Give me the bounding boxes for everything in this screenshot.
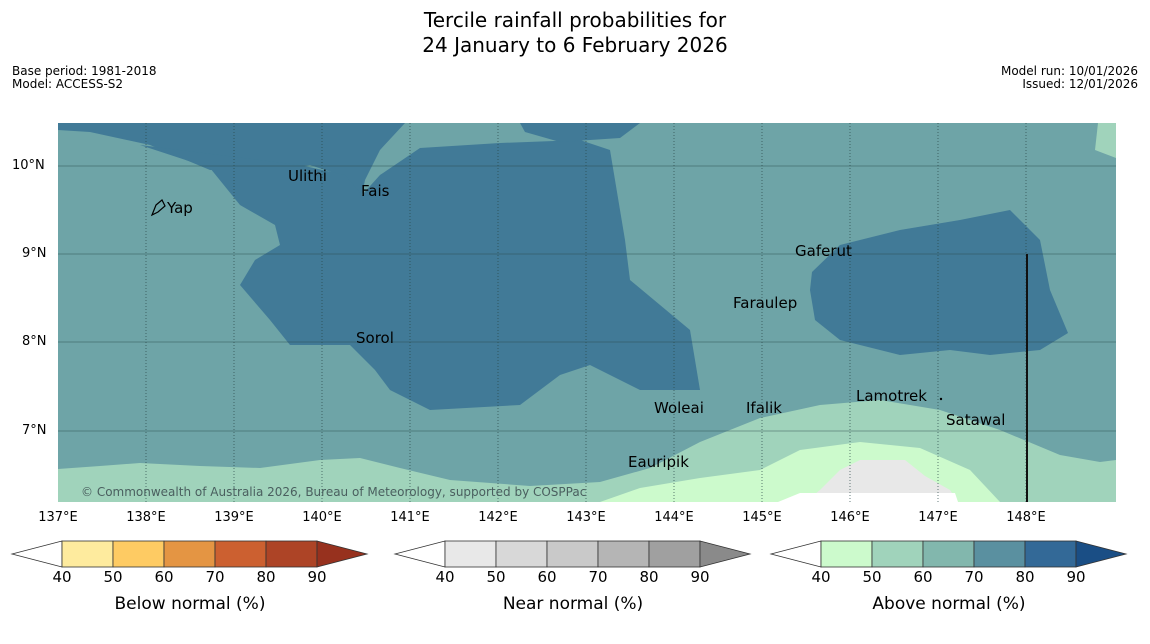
lat-label-10: 10°N	[12, 158, 45, 173]
title-line-2: 24 January to 6 February 2026	[422, 33, 728, 57]
legend-below-normal-title: Below normal (%)	[114, 594, 266, 614]
zone-above-50-ne	[1095, 123, 1116, 158]
legend-above-swatch-0	[769, 540, 822, 568]
lon-label-144: 144°E	[654, 510, 694, 525]
legend-above-swatch-2	[871, 540, 924, 568]
legend-near-tick-90: 90	[690, 568, 710, 586]
meta-left: Base period: 1981-2018 Model: ACCESS-S2	[12, 65, 157, 91]
lon-label-143: 143°E	[566, 510, 606, 525]
legend-above-tick-90: 90	[1066, 568, 1086, 586]
zone-near-normal	[805, 460, 958, 502]
place-ifalik: Ifalik	[746, 399, 782, 417]
legend-near-swatch-3	[546, 540, 599, 568]
legend-below-tick-70: 70	[205, 568, 225, 586]
legend-above-swatch-6	[1075, 540, 1128, 568]
lon-label-146: 146°E	[830, 510, 870, 525]
model-run: Model run: 10/01/2026	[1000, 64, 1138, 78]
copyright-text: © Commonwealth of Australia 2026, Bureau…	[81, 485, 586, 499]
legend-near-tick-70: 70	[588, 568, 608, 586]
legend-above-tick-50: 50	[862, 568, 882, 586]
legend-below-swatch-4	[214, 540, 267, 568]
legend-above-tick-80: 80	[1015, 568, 1035, 586]
legend-above-swatch-5	[1024, 540, 1077, 568]
title-line-1: Tercile rainfall probabilities for	[423, 8, 727, 32]
legend-near-tick-80: 80	[639, 568, 659, 586]
legend-below-swatch-2	[112, 540, 165, 568]
legend-below-tick-40: 40	[52, 568, 72, 586]
legend-below-tick-50: 50	[103, 568, 123, 586]
lon-label-147: 147°E	[918, 510, 958, 525]
place-lamotrek: Lamotrek	[856, 387, 927, 405]
lon-label-141: 141°E	[390, 510, 430, 525]
place-ulithi: Ulithi	[288, 167, 327, 185]
legend-above-tick-40: 40	[811, 568, 831, 586]
legend-below-swatch-6	[316, 540, 369, 568]
legend-above-tick-70: 70	[964, 568, 984, 586]
legend-above-swatch-4	[973, 540, 1026, 568]
legend-near-normal-title: Near normal (%)	[502, 594, 644, 614]
lat-label-7: 7°N	[22, 423, 47, 438]
lon-label-137: 137°E	[38, 510, 78, 525]
place-fais: Fais	[361, 182, 390, 200]
model-name: Model: ACCESS-S2	[12, 77, 124, 91]
place-eauripik: Eauripik	[628, 453, 689, 471]
zone-above-70-north	[520, 123, 640, 142]
legend-near-swatch-0	[393, 540, 446, 568]
legend-near-normal-bar	[393, 540, 752, 568]
legend-below-tick-80: 80	[256, 568, 276, 586]
yap-island-shape	[150, 199, 166, 217]
meta-right: Model run: 10/01/2026 Issued: 12/01/2026	[1001, 65, 1138, 91]
zone-above-70-east	[810, 210, 1068, 355]
issued-date: Issued: 12/01/2026	[1022, 77, 1138, 91]
legend-above-normal-bar	[769, 540, 1128, 568]
zone-white	[778, 493, 958, 502]
place-woleai: Woleai	[654, 399, 704, 417]
lon-label-139: 139°E	[214, 510, 254, 525]
legend-near-tick-60: 60	[537, 568, 557, 586]
legend-above-swatch-3	[922, 540, 975, 568]
legend-below-swatch-1	[61, 540, 114, 568]
place-sorol: Sorol	[356, 329, 394, 347]
zone-above-70-central	[140, 140, 700, 410]
legend-below-normal-bar	[10, 540, 369, 568]
legend-below-swatch-3	[163, 540, 216, 568]
base-period: Base period: 1981-2018	[12, 64, 157, 78]
legend-near-swatch-1	[444, 540, 497, 568]
place-yap: Yap	[166, 199, 193, 217]
legend-below-tick-60: 60	[154, 568, 174, 586]
lon-label-140: 140°E	[302, 510, 342, 525]
lat-label-8: 8°N	[22, 334, 47, 349]
lon-label-148: 148°E	[1006, 510, 1046, 525]
legend-near-swatch-4	[597, 540, 650, 568]
lon-label-138: 138°E	[126, 510, 166, 525]
legend-near-swatch-5	[648, 540, 701, 568]
legend-below-swatch-0	[10, 540, 63, 568]
legend-below-tick-90: 90	[307, 568, 327, 586]
place-faraulep: Faraulep	[733, 294, 797, 312]
legend-above-normal-title: Above normal (%)	[872, 594, 1026, 614]
legend-near-tick-40: 40	[435, 568, 455, 586]
map-title: Tercile rainfall probabilities for 24 Ja…	[0, 8, 1150, 58]
place-gaferut: Gaferut	[795, 242, 852, 260]
legend-near-swatch-2	[495, 540, 548, 568]
lon-label-145: 145°E	[742, 510, 782, 525]
island-dot	[939, 397, 943, 401]
legend-above-swatch-1	[820, 540, 873, 568]
legend-above-tick-60: 60	[913, 568, 933, 586]
place-satawal: Satawal	[946, 411, 1005, 429]
lon-label-142: 142°E	[478, 510, 518, 525]
legend-near-swatch-6	[699, 540, 752, 568]
legend-near-tick-50: 50	[486, 568, 506, 586]
lat-label-9: 9°N	[22, 246, 47, 261]
legend-below-swatch-5	[265, 540, 318, 568]
